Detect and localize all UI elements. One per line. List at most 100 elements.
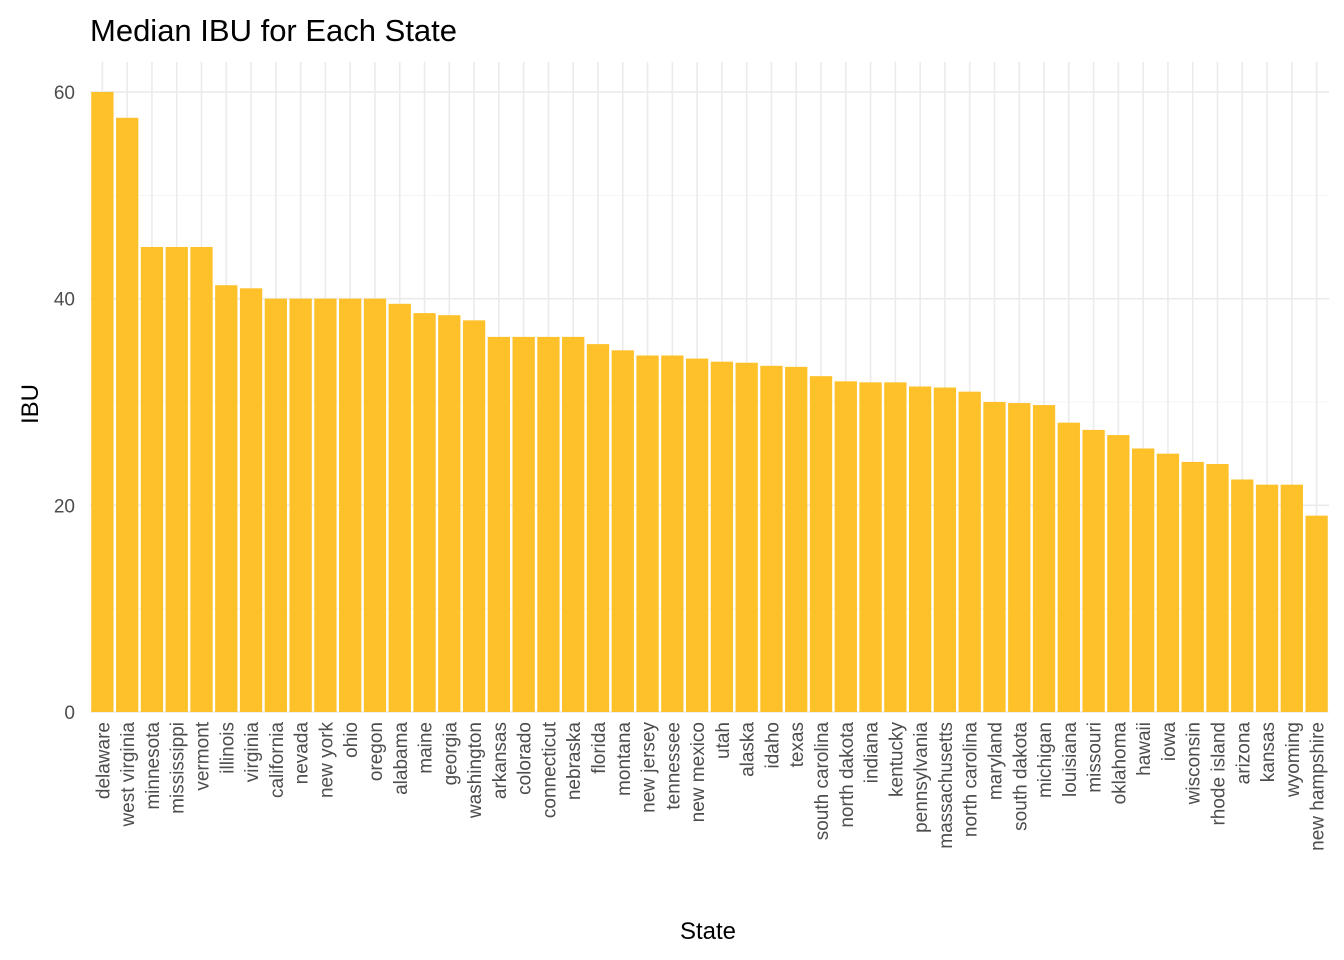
bar-missouri xyxy=(1082,429,1105,712)
bar-vermont xyxy=(190,246,213,713)
bar-nebraska xyxy=(562,336,585,712)
x-tick-label: maryland xyxy=(985,722,1006,800)
bar-north-carolina xyxy=(958,391,981,712)
x-tick-label: alaska xyxy=(738,722,759,777)
bar-tennessee xyxy=(661,355,684,712)
x-tick-label: nevada xyxy=(292,722,313,785)
bar-mississippi xyxy=(165,246,188,713)
x-tick-label: maine xyxy=(416,722,437,774)
chart-title: Median IBU for Each State xyxy=(90,13,457,48)
bar-florida xyxy=(586,344,610,712)
bar-minnesota xyxy=(140,246,164,713)
x-tick-label: kentucky xyxy=(886,722,907,797)
bar-maine xyxy=(413,313,436,712)
x-tick-label: new hampshire xyxy=(1308,722,1329,851)
x-tick-label: north dakota xyxy=(837,722,858,828)
bar-connecticut xyxy=(537,336,560,712)
y-axis-title: IBU xyxy=(17,384,44,424)
bar-kentucky xyxy=(884,382,907,712)
x-tick-label: delaware xyxy=(93,722,114,799)
x-tick-label: michigan xyxy=(1035,722,1056,798)
bar-hawaii xyxy=(1132,448,1155,712)
x-tick-label: idaho xyxy=(762,722,783,769)
bar-louisiana xyxy=(1057,422,1080,712)
x-tick-label: louisiana xyxy=(1060,722,1081,797)
bar-alaska xyxy=(735,362,758,712)
x-tick-label: oregon xyxy=(366,722,387,781)
x-tick-label: virginia xyxy=(242,722,263,783)
y-tick-label: 0 xyxy=(64,703,75,724)
x-tick-label: new mexico xyxy=(688,722,709,822)
bar-washington xyxy=(462,320,486,712)
bar-oklahoma xyxy=(1107,435,1130,712)
bar-illinois xyxy=(215,285,238,712)
x-tick-label: california xyxy=(267,722,288,798)
bar-arkansas xyxy=(487,336,511,712)
x-axis-title: State xyxy=(680,918,736,945)
bar-georgia xyxy=(438,315,461,712)
bar-north-dakota xyxy=(834,381,857,712)
y-tick-label: 60 xyxy=(54,83,75,104)
bar-utah xyxy=(710,361,734,712)
bar-texas xyxy=(785,366,808,712)
bar-iowa xyxy=(1156,453,1180,712)
bar-idaho xyxy=(760,365,783,712)
bar-maryland xyxy=(983,401,1006,712)
x-tick-label: new york xyxy=(316,722,337,799)
bar-california xyxy=(264,298,287,712)
bar-new-jersey xyxy=(636,355,659,712)
x-tick-label: massachusetts xyxy=(936,722,957,849)
bar-pennsylvania xyxy=(908,386,932,712)
x-tick-label: rhode island xyxy=(1208,722,1229,826)
x-tick-label: new jersey xyxy=(639,722,660,813)
x-tick-label: vermont xyxy=(193,721,214,790)
x-tick-label: pennsylvania xyxy=(911,722,932,833)
x-tick-label: connecticut xyxy=(539,721,560,818)
bar-nevada xyxy=(289,298,312,712)
bar-alabama xyxy=(388,303,411,712)
x-tick-label: north carolina xyxy=(961,722,982,838)
x-tick-label: arkansas xyxy=(490,722,511,799)
x-tick-label: indiana xyxy=(862,722,883,784)
x-tick-label: kansas xyxy=(1258,722,1279,782)
bar-indiana xyxy=(859,382,882,712)
x-tick-label: florida xyxy=(589,722,610,774)
x-tick-label: colorado xyxy=(515,722,536,795)
x-tick-label: alabama xyxy=(391,722,412,795)
bar-wyoming xyxy=(1280,484,1303,712)
bar-ohio xyxy=(339,298,362,712)
x-tick-label: south dakota xyxy=(1010,722,1031,831)
x-tick-label: nebraska xyxy=(564,722,585,801)
bar-montana xyxy=(611,350,634,712)
x-tick-label: west virginia xyxy=(118,722,139,828)
x-tick-label: minnesota xyxy=(143,722,164,810)
x-tick-label: iowa xyxy=(1159,722,1180,762)
x-tick-label: tennessee xyxy=(663,722,684,810)
bar-kansas xyxy=(1255,484,1279,712)
bar-michigan xyxy=(1032,405,1056,712)
bar-south-carolina xyxy=(809,376,833,712)
x-tick-label: oklahoma xyxy=(1109,722,1130,805)
x-tick-label: montana xyxy=(614,722,635,796)
x-tick-label: georgia xyxy=(440,722,461,786)
x-tick-label: mississippi xyxy=(168,722,189,814)
bar-arizona xyxy=(1231,479,1254,712)
bar-colorado xyxy=(512,336,535,712)
bar-virginia xyxy=(239,288,263,712)
x-tick-label: arizona xyxy=(1233,722,1254,785)
x-tick-label: utah xyxy=(713,722,734,759)
y-axis-ticks: 0 20 40 60 xyxy=(54,83,75,724)
bar-massachusetts xyxy=(933,387,957,712)
x-tick-label: illinois xyxy=(217,722,238,774)
bar-new-mexico xyxy=(685,358,709,712)
x-tick-label: texas xyxy=(787,722,808,767)
bar-south-dakota xyxy=(1008,403,1031,712)
x-tick-label: hawaii xyxy=(1134,722,1155,776)
x-tick-label: ohio xyxy=(341,722,362,758)
bar-west-virginia xyxy=(116,117,139,713)
x-tick-label: south carolina xyxy=(812,722,833,841)
x-axis-ticks: delaware west virginia minnesota mississipp… xyxy=(93,721,1328,851)
bar-oregon xyxy=(363,298,387,712)
